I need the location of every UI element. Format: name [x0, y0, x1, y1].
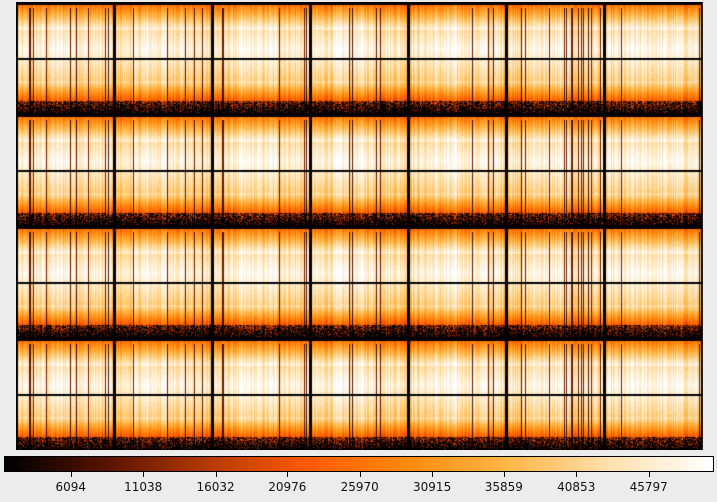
- colorbar-tick-label: 6094: [55, 480, 87, 494]
- colorbar-tick-label: 35859: [484, 480, 523, 494]
- colorbar-panel: 6094 11038 16032 20976 25970 30915 35859 40853 4…: [0, 452, 717, 502]
- colorbar-tick: [70, 472, 72, 477]
- colorbar-tick-label: 11038: [124, 480, 163, 494]
- image-display[interactable]: [16, 2, 703, 450]
- colorbar-tick: [503, 472, 505, 477]
- colorbar-tick: [359, 472, 361, 477]
- colorbar-tick: [432, 472, 434, 477]
- colorbar-tick: [648, 472, 650, 477]
- colorbar-gradient: [5, 457, 713, 471]
- colorbar-tick-label: 40853: [557, 480, 596, 494]
- colorbar-tick: [576, 472, 578, 477]
- colorbar-tick-label: 45797: [629, 480, 668, 494]
- colorbar-tick: [287, 472, 289, 477]
- colorbar-tick-label: 16032: [196, 480, 235, 494]
- colorbar-tick-label: 30915: [413, 480, 452, 494]
- colorbar-tick: [215, 472, 217, 477]
- colorbar[interactable]: [4, 456, 714, 472]
- colorbar-tick-label: 20976: [268, 480, 307, 494]
- colorbar-tick: [143, 472, 145, 477]
- heatmap-image[interactable]: [16, 2, 702, 450]
- colorbar-tick-label: 25970: [340, 480, 379, 494]
